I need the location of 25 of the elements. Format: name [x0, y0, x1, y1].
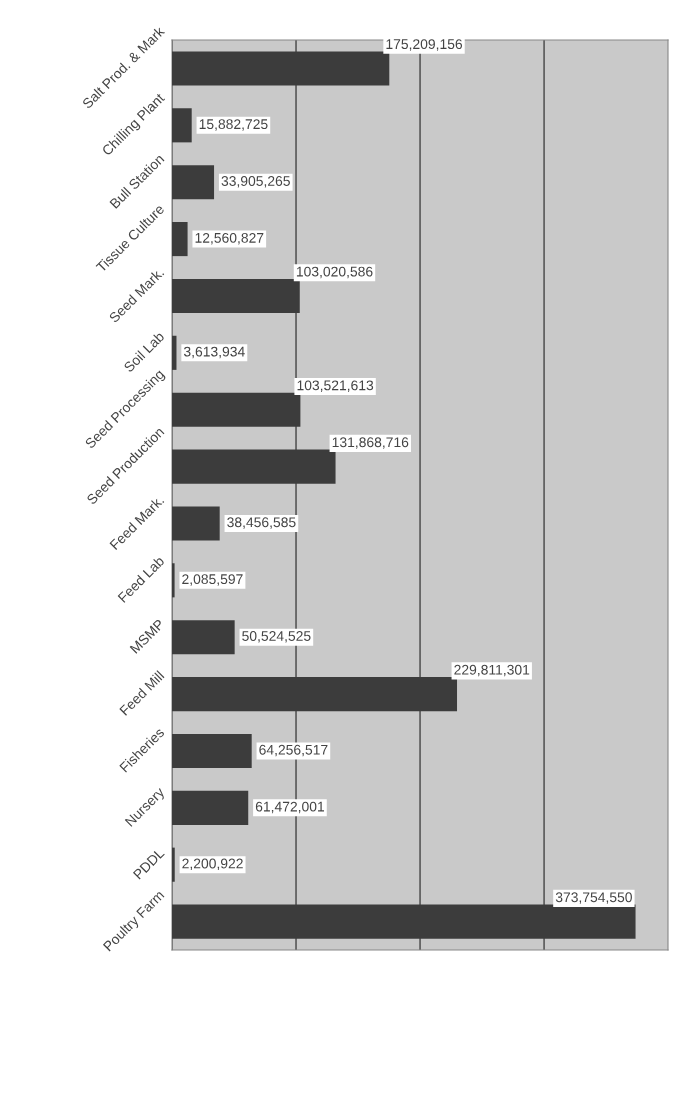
data-label: 103,020,586 — [296, 266, 373, 279]
data-label: 3,613,934 — [183, 346, 245, 359]
bar — [172, 563, 175, 598]
data-label: 15,882,725 — [199, 119, 268, 131]
data-label: 175,209,156 — [386, 39, 463, 51]
data-label: 64,256,517 — [259, 744, 328, 757]
bar — [172, 733, 252, 768]
data-label: 33,905,265 — [221, 176, 290, 188]
bar — [172, 506, 220, 541]
bar — [172, 165, 215, 200]
data-label: 12,560,827 — [195, 232, 264, 245]
data-label: 38,456,585 — [227, 517, 296, 529]
data-label: 61,472,001 — [255, 801, 325, 814]
data-label: 103,521,613 — [297, 380, 374, 392]
bar — [172, 620, 235, 655]
data-label: 50,524,525 — [242, 631, 311, 643]
data-label: 229,811,301 — [454, 664, 530, 677]
data-label: 131,868,716 — [332, 437, 409, 449]
bar — [172, 222, 188, 257]
bar — [172, 108, 192, 143]
data-label: 2,085,597 — [182, 574, 243, 586]
data-label: 373,754,550 — [555, 892, 632, 904]
bar — [172, 847, 175, 882]
data-label: 2,200,922 — [182, 858, 243, 871]
bar — [172, 790, 249, 825]
